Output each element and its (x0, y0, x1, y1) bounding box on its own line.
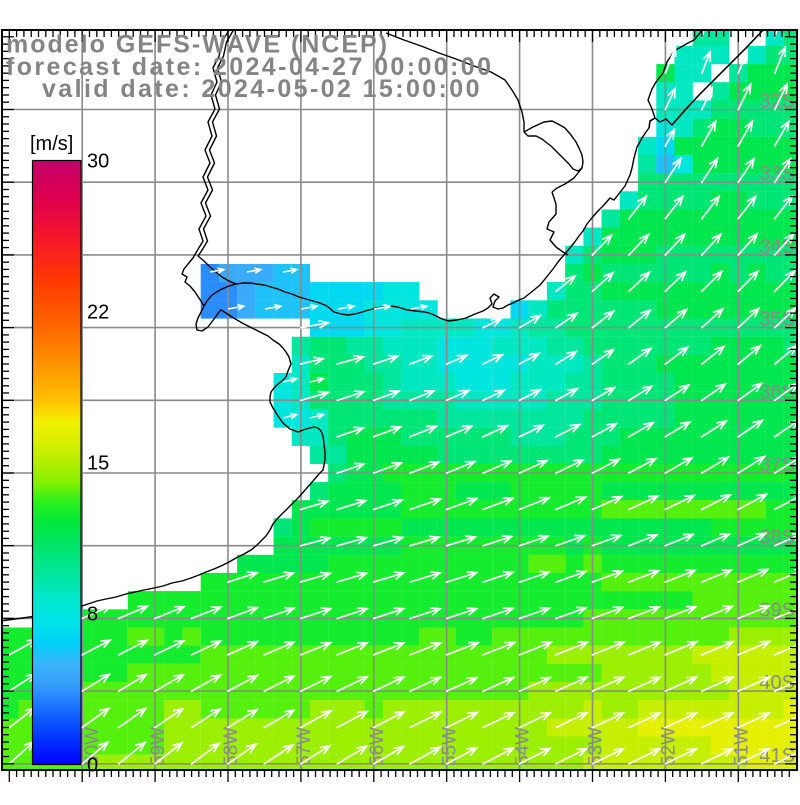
svg-text:58W: 58W (221, 727, 242, 766)
svg-text:38S: 38S (759, 527, 795, 549)
svg-text:modelo GEFS-WAVE (NCEP): modelo GEFS-WAVE (NCEP) (6, 31, 389, 59)
svg-text:39S: 39S (759, 599, 795, 621)
svg-text:53W: 53W (586, 727, 607, 766)
svg-text:37S: 37S (759, 454, 795, 476)
svg-text:51W: 51W (731, 727, 752, 766)
svg-text:60W: 60W (82, 727, 103, 766)
svg-text:8: 8 (87, 604, 98, 626)
svg-text:33S: 33S (759, 163, 795, 185)
svg-text:35S: 35S (759, 309, 795, 331)
svg-text:15: 15 (87, 453, 109, 475)
svg-text:[m/s]: [m/s] (30, 133, 73, 155)
svg-text:57W: 57W (294, 727, 315, 766)
svg-text:55W: 55W (440, 727, 461, 766)
svg-text:54W: 54W (513, 727, 534, 766)
svg-text:52W: 52W (658, 727, 679, 766)
svg-text:36S: 36S (759, 381, 795, 403)
svg-text:valid date: 2024-05-02 15:00:0: valid date: 2024-05-02 15:00:00 (42, 75, 482, 103)
svg-text:56W: 56W (367, 727, 388, 766)
svg-text:0: 0 (87, 755, 98, 777)
svg-text:30: 30 (87, 151, 109, 173)
svg-text:32S: 32S (759, 91, 795, 113)
svg-text:22: 22 (87, 302, 109, 324)
svg-text:forecast date: 2024-04-27 00:0: forecast date: 2024-04-27 00:00:00 (6, 53, 493, 81)
